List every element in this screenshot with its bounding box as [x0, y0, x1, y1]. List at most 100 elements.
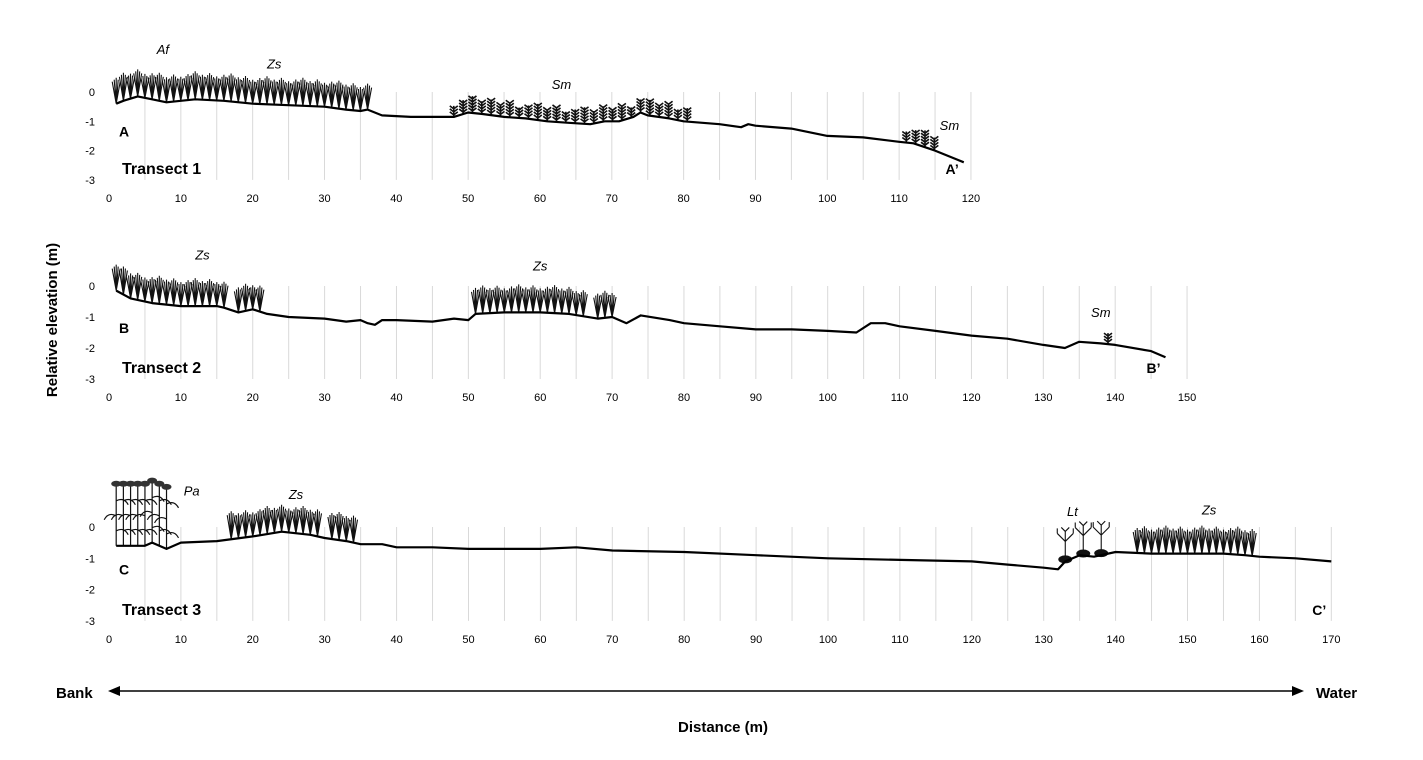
seagrass-clump	[542, 286, 552, 313]
seagrass-clump	[499, 288, 509, 313]
shrub-plant	[580, 106, 589, 124]
vegetation-Lt	[1056, 520, 1110, 564]
x-tick-label: 40	[390, 193, 402, 205]
x-tick-label: 20	[247, 634, 259, 646]
shrub-plant	[920, 129, 930, 148]
reed-plume	[139, 480, 150, 487]
x-tick-label: 80	[678, 193, 690, 205]
seagrass-clump	[140, 277, 150, 302]
seagrass-clump	[226, 511, 236, 540]
species-label: Zs	[194, 248, 210, 263]
transect-2: 0 -1 -2 -3 0 10 20 30 40 50 60 70 80 90 100 110 120 130 14…	[85, 248, 1196, 404]
seagrass-clump	[269, 79, 279, 105]
shrub-plant	[495, 101, 505, 117]
vegetation	[111, 264, 1113, 345]
shrub-plant	[449, 105, 459, 117]
y-axis-label: Relative elevation (m)	[44, 243, 61, 397]
x-tick-label: 50	[462, 634, 474, 646]
forb-rosette	[1058, 555, 1073, 564]
vegetation-Zs	[327, 512, 359, 543]
x-tick-label: 10	[175, 193, 187, 205]
shrub-plant	[682, 106, 692, 122]
seagrass-clump	[147, 277, 157, 304]
seagrass-clump	[348, 515, 359, 543]
shrub-plant	[608, 106, 618, 122]
x-tick-label: 100	[819, 634, 837, 646]
x-tick-label: 120	[962, 392, 980, 404]
x-tick-label: 0	[106, 392, 112, 404]
seagrass-clump	[1154, 527, 1164, 554]
seagrass-clump	[197, 281, 207, 307]
seagrass-clump	[341, 84, 351, 110]
forb-plant	[1056, 527, 1074, 562]
reed-stem	[118, 485, 144, 546]
reed-plume	[125, 480, 136, 487]
seagrass-clump	[1218, 529, 1229, 554]
shrub-plant	[1103, 332, 1113, 345]
seagrass-clump	[111, 77, 121, 104]
x-tick-label: 60	[534, 392, 546, 404]
species-label: Zs	[1201, 502, 1217, 517]
seagrass-clump	[219, 74, 229, 101]
x-tick-label: 10	[175, 392, 187, 404]
seagrass-clump	[550, 285, 560, 314]
x-tick-label: 70	[606, 193, 618, 205]
seagrass-clump	[1226, 528, 1236, 555]
reed-plume	[147, 477, 158, 484]
shrub-plant	[664, 100, 674, 119]
shrub-plant	[477, 99, 487, 114]
x-tick-label: 130	[1034, 392, 1052, 404]
gridlines	[144, 527, 1332, 621]
end-point-label: C’	[1312, 602, 1326, 618]
shrub-plant	[561, 110, 571, 123]
y-tick-label: 0	[89, 522, 95, 534]
x-tick-label: 30	[319, 634, 331, 646]
seagrass-clump	[205, 73, 215, 101]
vegetation-Sm	[1103, 332, 1113, 345]
y-tick-label: -1	[85, 116, 95, 128]
seagrass-clump	[276, 77, 286, 105]
x-tick-label: 70	[606, 634, 618, 646]
reed-plume	[111, 480, 122, 487]
x-tick-label: 70	[606, 392, 618, 404]
seagrass-clump	[312, 509, 323, 537]
reed-stem	[132, 485, 158, 546]
seagrass-clump	[240, 76, 251, 104]
seagrass-clump	[514, 284, 524, 313]
transect-3: 0 -1 -2 -3 0 10 20 30 40 50 60 70 80 90 100 110 120 130 14…	[85, 477, 1340, 646]
seagrass-clump	[255, 509, 265, 536]
seagrass-clump	[1197, 525, 1207, 554]
seagrass-clump	[118, 72, 128, 101]
seagrass-clump	[327, 513, 337, 540]
y-tick-label: -1	[85, 553, 95, 565]
seagrass-clump	[176, 76, 186, 101]
seagrass-clump	[1204, 528, 1214, 554]
reed-stem	[146, 485, 172, 546]
reed-stem	[103, 485, 129, 546]
shrub-plant	[542, 106, 552, 122]
species-label: Lt	[1067, 504, 1079, 519]
seagrass-clump	[133, 272, 143, 300]
seagrass-clump	[564, 286, 574, 314]
elevation-profile-line	[116, 530, 1332, 571]
shrub-plant	[626, 105, 636, 118]
seagrass-clump	[154, 72, 164, 101]
shrub-plant	[636, 97, 646, 113]
seagrass-clump	[140, 73, 150, 99]
seagrass-clump	[262, 76, 272, 105]
y-tick-label: -1	[85, 312, 95, 324]
seagrass-clump	[233, 287, 243, 313]
x-tick-label: 10	[175, 634, 187, 646]
seagrass-clump	[528, 285, 538, 313]
seagrass-clump	[478, 285, 488, 314]
species-label: Sm	[1091, 305, 1111, 320]
x-tick-label: 90	[750, 392, 762, 404]
seagrass-clump	[1240, 530, 1250, 556]
shrub-plant	[617, 102, 627, 121]
end-point-label: B’	[1146, 360, 1160, 376]
x-tick-label: 30	[318, 392, 330, 404]
seagrass-clump	[248, 285, 258, 310]
x-tick-label: 50	[462, 392, 474, 404]
seagrass-clump	[355, 87, 365, 112]
x-tick-label: 60	[534, 634, 546, 646]
